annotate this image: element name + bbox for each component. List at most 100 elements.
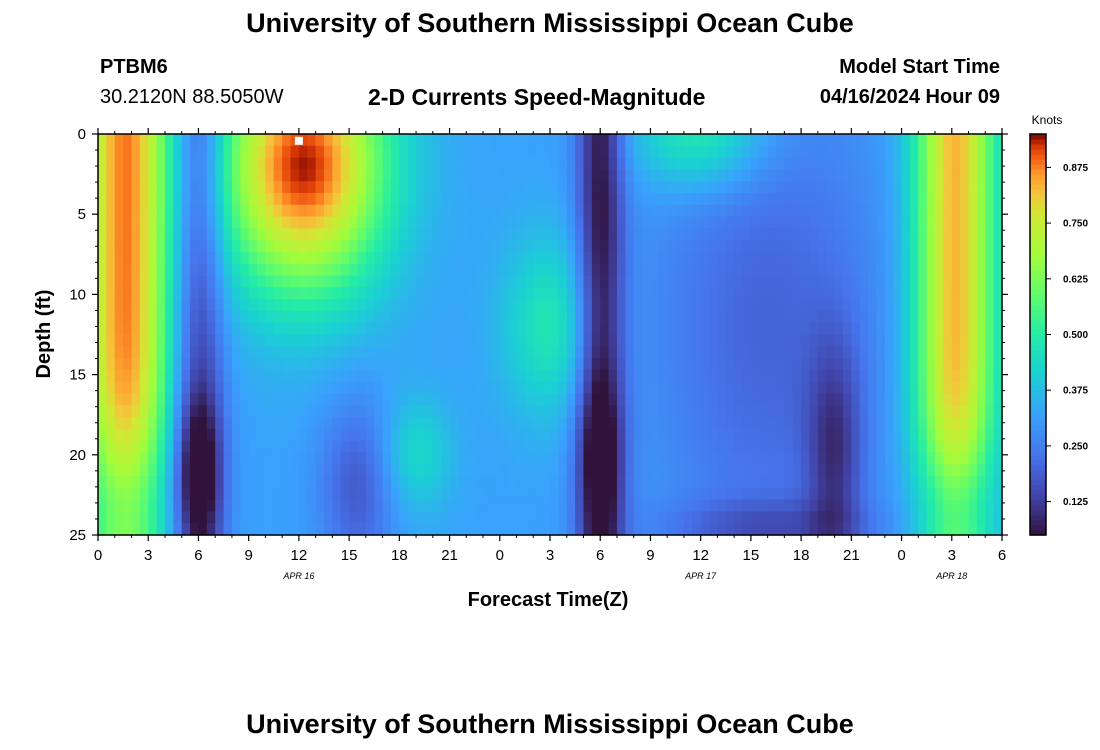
heat-cell bbox=[616, 393, 626, 406]
heat-cell bbox=[390, 405, 400, 418]
heat-cell bbox=[399, 476, 409, 489]
heat-cell bbox=[817, 134, 827, 147]
heat-cell bbox=[223, 216, 233, 229]
heat-cell bbox=[231, 216, 241, 229]
heat-cell bbox=[993, 169, 1003, 182]
heat-cell bbox=[407, 299, 417, 312]
heat-cell bbox=[324, 428, 333, 442]
heat-cell bbox=[909, 452, 919, 465]
heat-cell bbox=[625, 169, 635, 182]
heat-cell bbox=[717, 275, 727, 288]
heat-cell bbox=[943, 192, 953, 206]
heat-cell bbox=[407, 216, 417, 229]
heat-cell bbox=[608, 334, 618, 347]
heat-cell bbox=[273, 322, 283, 336]
heat-cell bbox=[533, 310, 543, 324]
heat-cell bbox=[257, 523, 267, 536]
heat-cell bbox=[759, 275, 769, 288]
heat-cell bbox=[608, 464, 618, 477]
heat-cell bbox=[918, 487, 928, 501]
heat-cell bbox=[583, 487, 593, 501]
heat-cell bbox=[114, 275, 124, 288]
heat-cell bbox=[399, 499, 409, 513]
heat-cell bbox=[307, 393, 317, 406]
heat-cell bbox=[943, 499, 953, 513]
heat-cell bbox=[340, 428, 350, 442]
heat-cell bbox=[742, 358, 752, 371]
heat-cell bbox=[156, 145, 166, 159]
heat-cell bbox=[650, 299, 660, 312]
heat-cell bbox=[173, 393, 183, 406]
heat-cell bbox=[801, 393, 811, 406]
heat-cell bbox=[675, 346, 685, 359]
heat-cell bbox=[717, 499, 727, 513]
heat-cell bbox=[817, 169, 827, 182]
heat-cell bbox=[223, 452, 233, 465]
heat-cell bbox=[248, 169, 258, 182]
heat-cell bbox=[968, 251, 978, 265]
heat-cell bbox=[817, 310, 827, 324]
heat-cell bbox=[876, 169, 886, 182]
heat-cell bbox=[591, 499, 601, 513]
heat-cell bbox=[524, 204, 534, 218]
heat-cell bbox=[884, 334, 894, 347]
heat-cell bbox=[399, 334, 409, 347]
heat-cell bbox=[164, 334, 174, 347]
heat-cell bbox=[658, 299, 668, 312]
heat-cell bbox=[734, 428, 744, 442]
heat-cell bbox=[98, 157, 107, 170]
heat-cell bbox=[499, 511, 509, 524]
page-title: University of Southern Mississippi Ocean… bbox=[246, 8, 854, 38]
heat-cell bbox=[734, 452, 744, 465]
heat-cell bbox=[499, 476, 509, 489]
heat-cell bbox=[541, 263, 551, 277]
heat-cell bbox=[365, 287, 375, 300]
heat-cell bbox=[692, 134, 702, 147]
heat-cell bbox=[424, 346, 434, 359]
heat-cell bbox=[884, 440, 894, 454]
heat-cell bbox=[390, 181, 400, 194]
heat-cell bbox=[349, 145, 359, 159]
heat-cell bbox=[868, 417, 878, 430]
heat-cell bbox=[725, 452, 735, 465]
heat-cell bbox=[491, 405, 501, 418]
heat-cell bbox=[776, 228, 785, 241]
heat-cell bbox=[600, 216, 610, 229]
heat-cell bbox=[349, 511, 359, 524]
heat-cell bbox=[784, 299, 794, 312]
heat-cell bbox=[943, 487, 953, 501]
heat-cell bbox=[960, 405, 970, 418]
heat-cell bbox=[776, 299, 785, 312]
heat-cell bbox=[633, 428, 643, 442]
heat-cell bbox=[198, 263, 208, 277]
heat-cell bbox=[909, 299, 919, 312]
heat-cell bbox=[750, 358, 760, 371]
heat-cell bbox=[231, 381, 241, 395]
heat-cell bbox=[307, 192, 317, 206]
heat-cell bbox=[139, 393, 149, 406]
heat-cell bbox=[951, 523, 961, 536]
heat-cell bbox=[491, 511, 501, 524]
heat-cell bbox=[416, 499, 426, 513]
heat-cell bbox=[700, 464, 710, 477]
heat-cell bbox=[683, 263, 693, 277]
heat-cell bbox=[616, 358, 626, 371]
x-tick-label: 0 bbox=[496, 547, 504, 564]
heat-cell bbox=[968, 440, 978, 454]
heat-cell bbox=[499, 310, 509, 324]
heat-cell bbox=[315, 440, 325, 454]
heat-cell bbox=[876, 134, 886, 147]
heat-cell bbox=[943, 405, 953, 418]
heat-cell bbox=[943, 417, 953, 430]
heat-cell bbox=[457, 523, 467, 536]
heat-cell bbox=[951, 428, 961, 442]
heat-cell bbox=[566, 464, 576, 477]
heat-cell bbox=[508, 322, 518, 336]
heat-cell bbox=[206, 381, 216, 395]
heat-cell bbox=[625, 440, 635, 454]
heat-cell bbox=[156, 523, 166, 536]
heat-cell bbox=[759, 145, 769, 159]
heat-cell bbox=[667, 204, 677, 218]
heat-cell bbox=[792, 157, 802, 170]
heat-cell bbox=[499, 523, 509, 536]
